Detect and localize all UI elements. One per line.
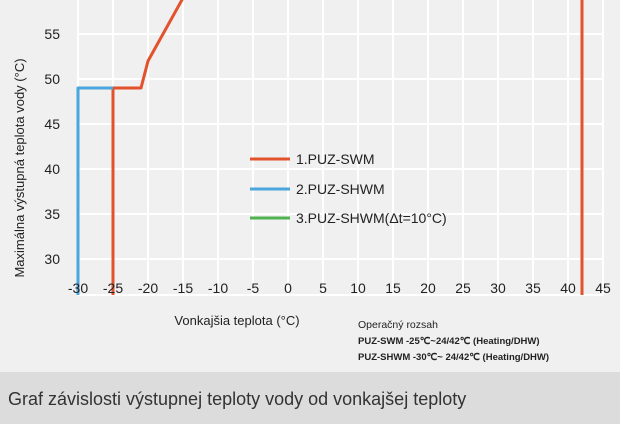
temperature-chart: -30 -25 -20 -15 -10 -5 0 5 10 15 20 25 30 35 40 45 30 35 4… [12, 0, 611, 363]
x-tick-label: 35 [525, 280, 541, 296]
y-axis-label: Maximálna výstupná teplota vody (°C) [12, 58, 27, 277]
range-line-shwm: PUZ-SHWM -30℃~ 24/42℃ (Heating/DHW) [358, 352, 549, 363]
y-tick-label: 40 [44, 161, 60, 177]
series-lines [76, 0, 584, 295]
series-line-2 [76, 86, 113, 295]
x-tick-label: -25 [103, 280, 123, 296]
grid [77, 0, 604, 296]
y-tick-label: 50 [44, 71, 60, 87]
y-tick-label: 30 [44, 251, 60, 267]
x-tick-label: 5 [319, 280, 327, 296]
chart-background [0, 0, 620, 372]
range-title: Operačný rozsah [358, 319, 438, 331]
x-tick-label: -10 [208, 280, 228, 296]
x-tick-label: -20 [138, 280, 158, 296]
x-tick-label: 30 [490, 280, 506, 296]
x-tick-label: 40 [560, 280, 576, 296]
caption-text: Graf závislosti výstupnej teploty vody o… [8, 389, 467, 409]
series-line-1 [111, 0, 584, 295]
range-line-swm: PUZ-SWM -25℃~24/42℃ (Heating/DHW) [358, 336, 540, 347]
x-tick-label: 10 [350, 280, 366, 296]
x-tick-label: 45 [595, 280, 611, 296]
x-tick-label: -15 [173, 280, 193, 296]
x-tick-label: 0 [284, 280, 292, 296]
axis-ticks: -30 -25 -20 -15 -10 -5 0 5 10 15 20 25 30 35 40 45 30 35 4… [44, 26, 611, 296]
legend-label-swm: 1.PUZ-SWM [296, 151, 375, 167]
x-tick-label: 25 [455, 280, 471, 296]
legend-label-shwm: 2.PUZ-SHWM [296, 181, 385, 197]
caption-bar: Graf závislosti výstupnej teploty vody o… [0, 372, 620, 424]
y-tick-label: 55 [44, 26, 60, 42]
operating-range-note: Operačný rozsah PUZ-SWM -25℃~24/42℃ (Hea… [358, 319, 549, 363]
y-tick-label: 45 [44, 116, 60, 132]
x-tick-label: -5 [247, 280, 260, 296]
x-axis-label: Vonkajšia teplota (°C) [174, 313, 299, 328]
legend: 1.PUZ-SWM 2.PUZ-SHWM 3.PUZ-SHWM(Δt=10°C) [250, 151, 447, 226]
y-tick-label: 35 [44, 206, 60, 222]
x-tick-label: -30 [68, 280, 88, 296]
x-tick-label: 20 [420, 280, 436, 296]
legend-label-shwm-dt: 3.PUZ-SHWM(Δt=10°C) [296, 210, 447, 226]
x-tick-label: 15 [385, 280, 401, 296]
